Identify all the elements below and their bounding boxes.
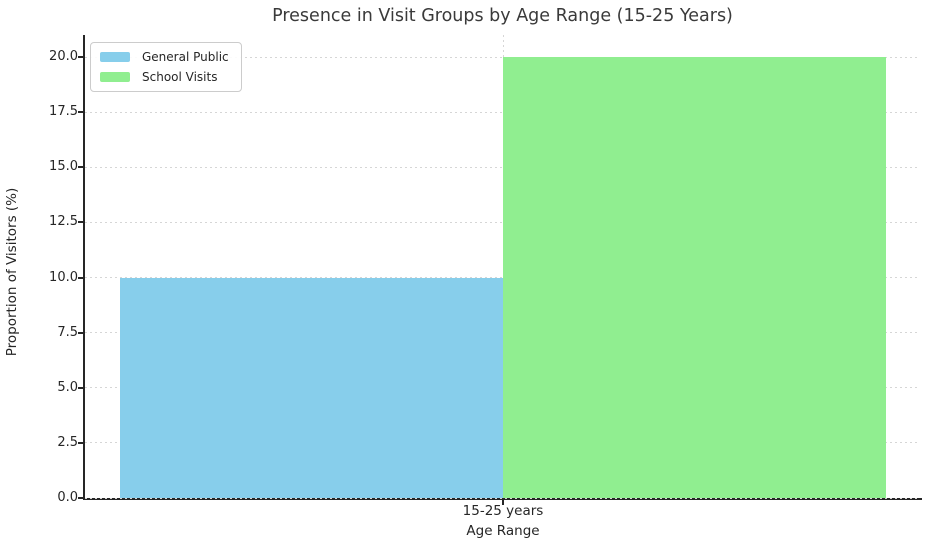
y-tick-label: 12.5: [49, 214, 78, 230]
y-axis-spine: [83, 35, 85, 500]
legend-swatch-school-visits: [100, 72, 130, 82]
y-tick-label: 20.0: [49, 49, 78, 65]
y-tick-mark: [78, 497, 83, 499]
y-tick-mark: [78, 56, 83, 59]
bars-layer: [85, 35, 920, 498]
legend-item-school-visits: School Visits: [100, 70, 229, 84]
y-tick-label: 7.5: [57, 324, 78, 340]
x-axis-label: Age Range: [466, 523, 540, 539]
bar-school-visits: [503, 57, 886, 498]
y-tick-label: 10.0: [49, 269, 78, 285]
y-tick-mark: [78, 331, 83, 334]
y-tick-mark: [78, 166, 83, 169]
y-tick-mark: [78, 111, 83, 114]
chart-title: Presence in Visit Groups by Age Range (1…: [272, 6, 733, 26]
y-tick-mark: [78, 221, 83, 224]
y-gridline: [85, 497, 920, 499]
plot-area: General Public School Visits: [85, 35, 920, 499]
legend: General Public School Visits: [90, 42, 242, 92]
legend-label-general-public: General Public: [142, 50, 229, 64]
x-axis-spine: [83, 498, 922, 500]
y-tick-label: 17.5: [49, 104, 78, 120]
y-tick-mark: [78, 386, 83, 389]
y-tick-label: 2.5: [57, 434, 78, 450]
legend-item-general-public: General Public: [100, 50, 229, 64]
y-tick-mark: [78, 441, 83, 444]
legend-label-school-visits: School Visits: [142, 70, 218, 84]
y-tick-mark: [78, 276, 83, 279]
y-tick-label: 0.0: [57, 490, 78, 505]
x-tick-label: 15-25 years: [462, 503, 544, 519]
y-tick-label: 15.0: [49, 159, 78, 175]
y-tick-label: 5.0: [57, 379, 78, 395]
x-tick-mark: [502, 500, 504, 505]
bar-general-public: [120, 277, 503, 498]
legend-swatch-general-public: [100, 52, 130, 62]
